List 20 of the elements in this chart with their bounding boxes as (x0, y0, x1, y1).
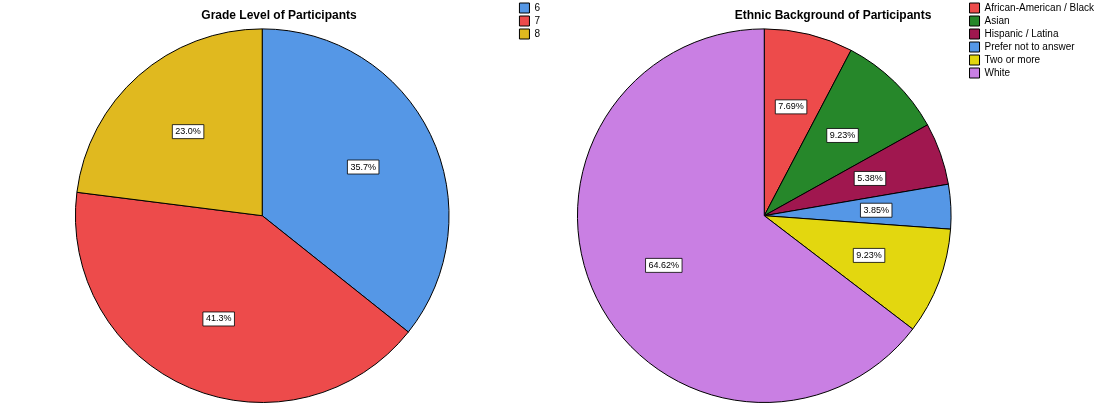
data-label: 9.23% (829, 129, 856, 140)
text: Grade Level of Participants (201, 7, 358, 22)
legend-label: Hispanic / Latina (984, 27, 1059, 39)
data-label: 3.85% (863, 204, 889, 215)
data-label: 9.23% (856, 249, 882, 260)
legend-label: 6 (534, 1, 541, 13)
data-label: 5.38% (857, 172, 883, 183)
data-label: 23.0% (175, 126, 201, 137)
data-label: 7.69% (778, 101, 804, 112)
data-label: 35.7% (350, 161, 376, 172)
legend-label: Two or more (984, 53, 1041, 65)
legend-label: Asian (984, 14, 1010, 26)
legend-label: 8 (534, 27, 541, 39)
legend-label: Prefer not to answer (984, 40, 1076, 52)
legend-label: African-American / Black (984, 1, 1095, 13)
text: Ethnic Background of Participants (734, 7, 932, 22)
legend-label: 7 (534, 14, 541, 26)
data-label: 64.62% (648, 259, 680, 270)
data-label: 41.3% (205, 313, 232, 324)
legend-label: White (984, 66, 1011, 78)
